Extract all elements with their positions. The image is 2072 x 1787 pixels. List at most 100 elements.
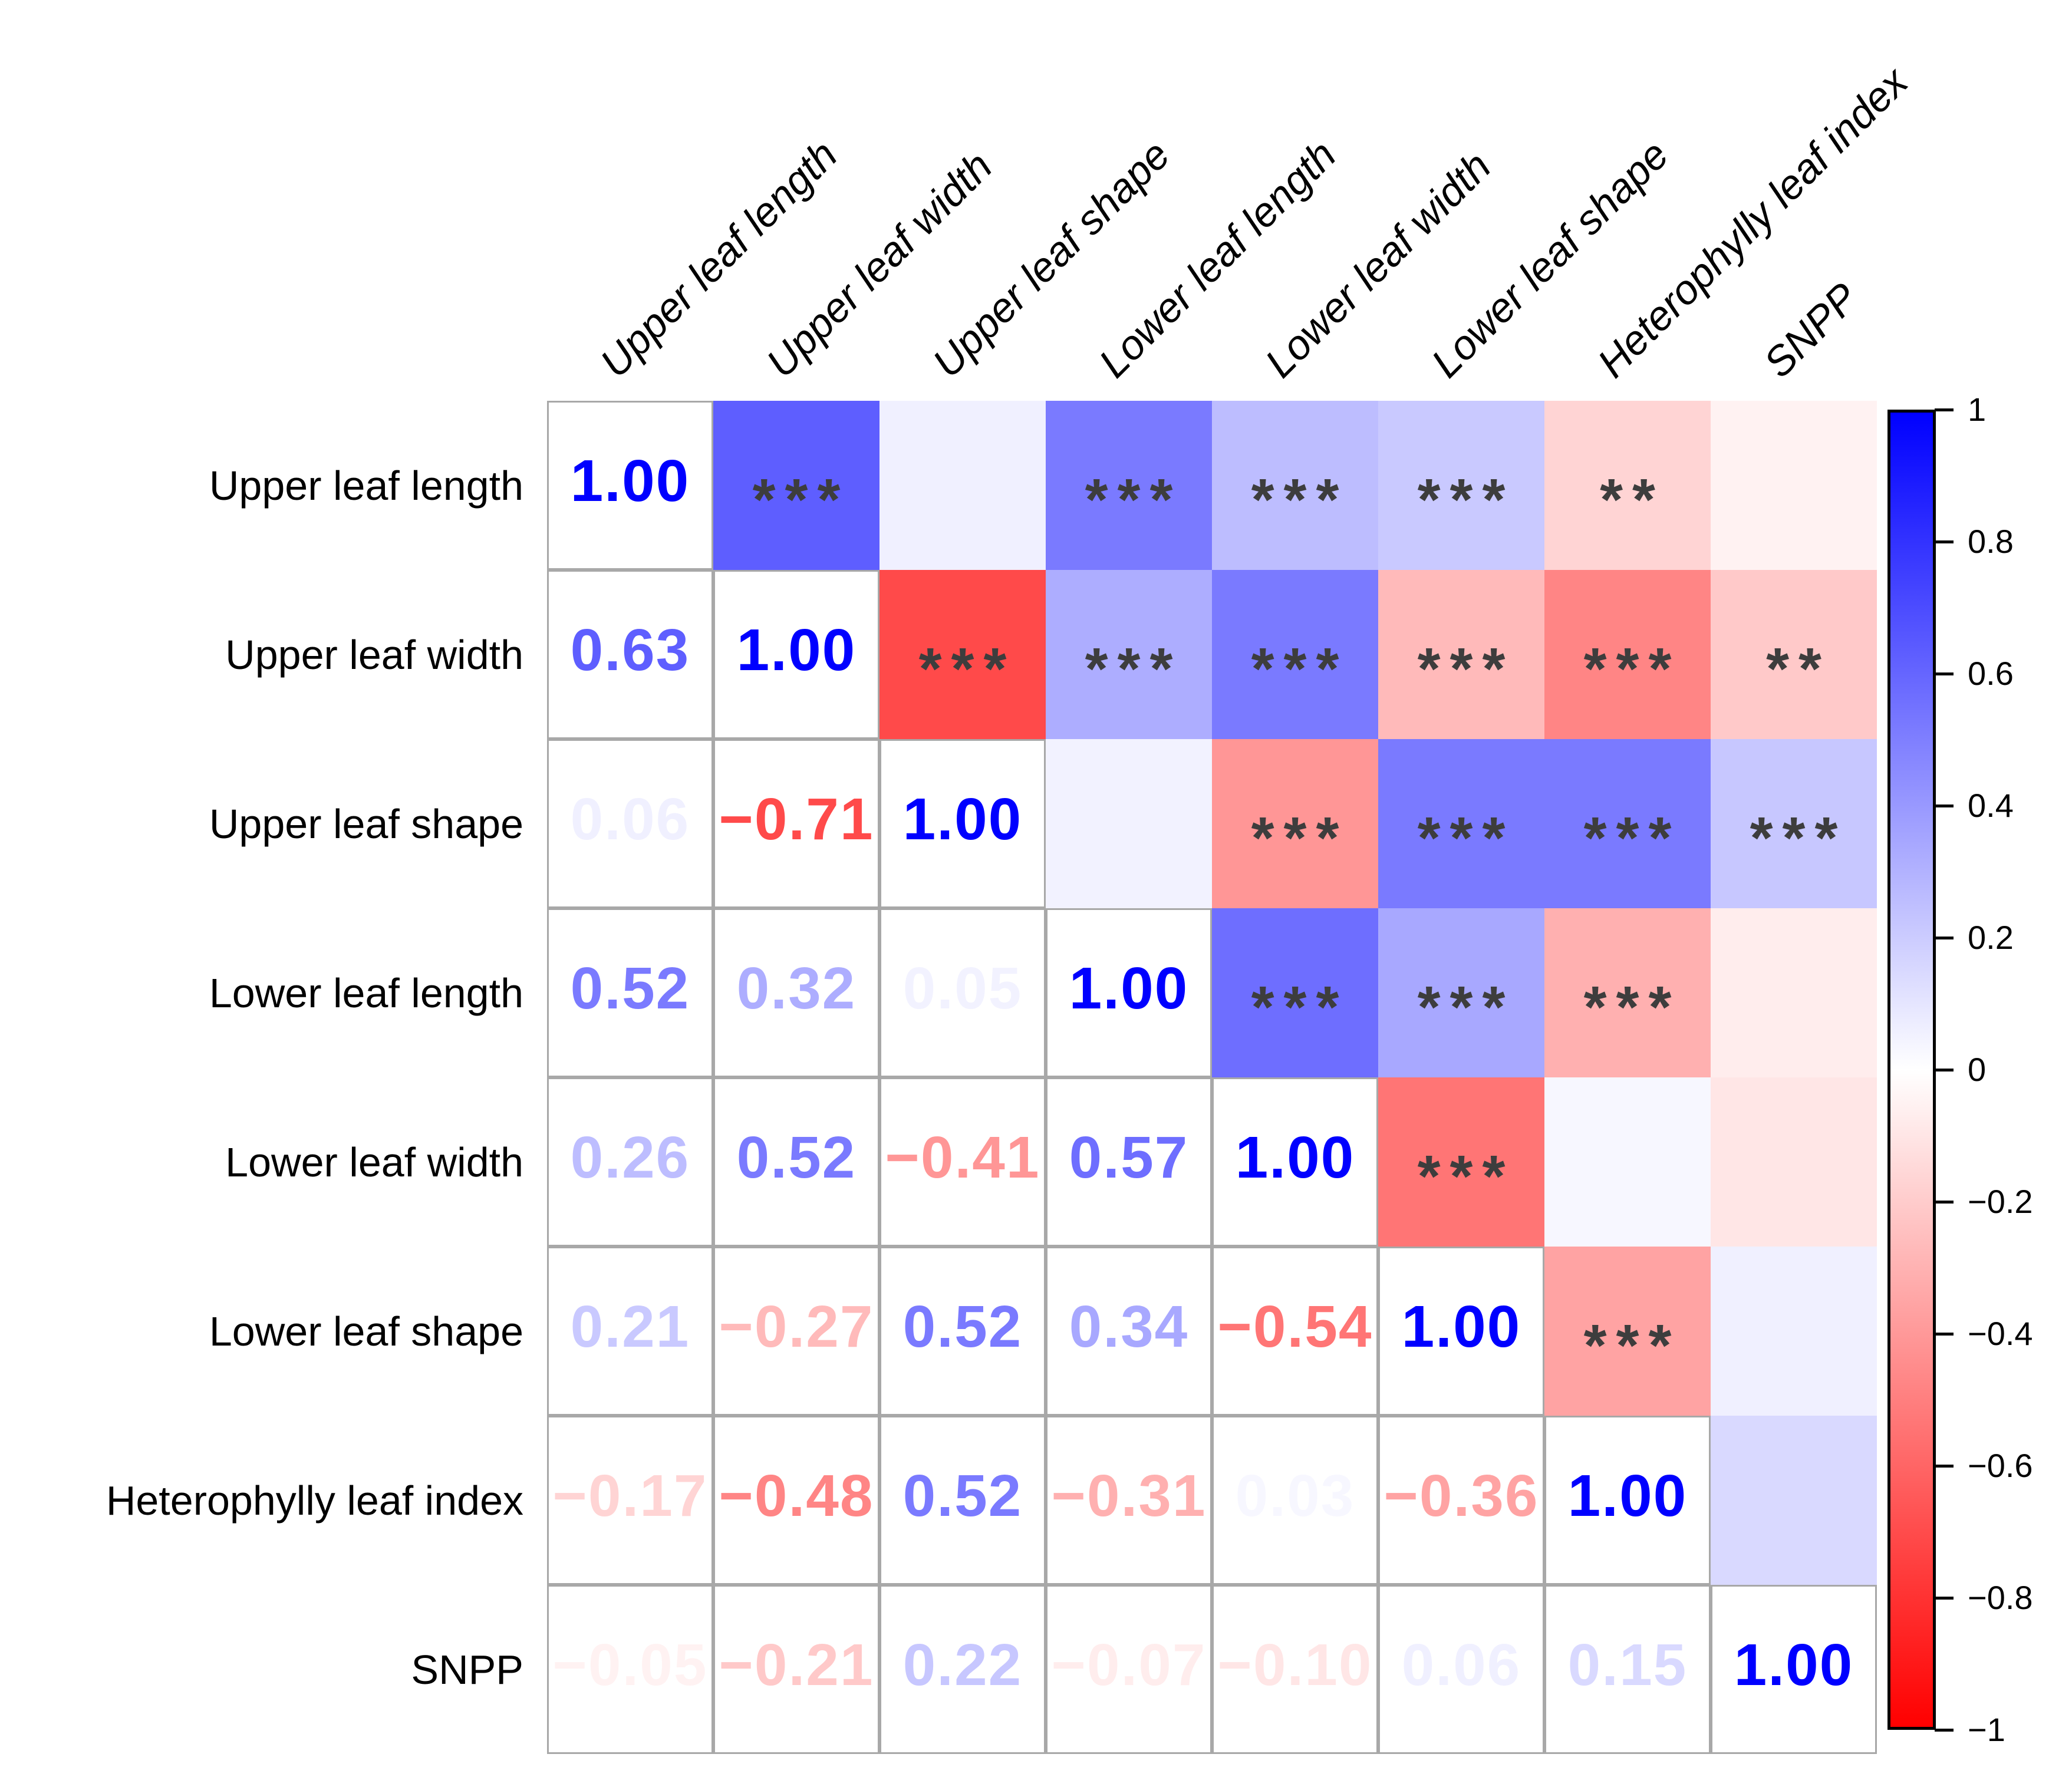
correlation-value: 0.32	[736, 955, 857, 1021]
matrix-cell-r6c7: ***	[1544, 1247, 1711, 1416]
colorbar-tick	[1935, 1333, 1954, 1336]
correlation-value: −0.07	[1051, 1631, 1207, 1698]
colorbar-tick-label: 0.4	[1968, 787, 2014, 824]
significance-stars: ***	[1417, 1143, 1515, 1209]
correlation-value: 0.52	[902, 1293, 1023, 1360]
matrix-cell-r5c7	[1544, 1077, 1711, 1247]
row-label-snpp: SNPP	[411, 1646, 523, 1693]
row-label-heterophylly-leaf-index: Heterophylly leaf index	[106, 1477, 523, 1524]
colorbar-gradient	[1887, 410, 1936, 1730]
matrix-cell-r6c6: 1.00	[1378, 1247, 1544, 1416]
matrix-cell-r7c6: −0.36	[1378, 1416, 1544, 1585]
significance-stars: ***	[1750, 805, 1847, 871]
significance-stars: ***	[1251, 974, 1349, 1040]
correlation-value: 0.21	[570, 1293, 690, 1360]
matrix-cell-r4c8	[1711, 908, 1877, 1077]
significance-stars: ***	[752, 466, 850, 533]
matrix-cell-r4c4: 1.00	[1046, 908, 1212, 1077]
correlation-value: −0.36	[1383, 1462, 1539, 1529]
correlation-value: −0.54	[1217, 1293, 1373, 1360]
colorbar-tick-label: −0.8	[1968, 1579, 2033, 1616]
matrix-cell-r4c2: 0.32	[713, 908, 879, 1077]
matrix-cell-r4c5: ***	[1212, 908, 1378, 1077]
colorbar-tick-label: −0.6	[1968, 1447, 2033, 1484]
matrix-cell-r1c5: ***	[1212, 401, 1378, 570]
matrix-cell-r3c5: ***	[1212, 739, 1378, 908]
significance-stars: ***	[1085, 466, 1182, 533]
correlation-value: 0.05	[902, 955, 1023, 1021]
significance-stars: ***	[1583, 974, 1681, 1040]
matrix-cell-r8c3: 0.22	[879, 1585, 1046, 1754]
correlation-value: −0.31	[1051, 1462, 1207, 1529]
matrix-cell-r3c4	[1046, 739, 1212, 908]
correlation-value: −0.17	[552, 1462, 708, 1529]
matrix-cell-r8c6: 0.06	[1378, 1585, 1544, 1754]
matrix-cell-r7c2: −0.48	[713, 1416, 879, 1585]
matrix-cell-r2c3: ***	[879, 570, 1046, 739]
matrix-cell-r6c8	[1711, 1247, 1877, 1416]
matrix-cell-r5c8	[1711, 1077, 1877, 1247]
significance-stars: ***	[1417, 805, 1515, 871]
matrix-cell-r2c6: ***	[1378, 570, 1544, 739]
correlation-value: 0.06	[1401, 1631, 1521, 1698]
row-label-upper-leaf-length: Upper leaf length	[209, 462, 523, 509]
correlation-value: 0.52	[902, 1462, 1023, 1529]
correlation-value: −0.21	[719, 1631, 874, 1698]
row-label-upper-leaf-width: Upper leaf width	[225, 631, 523, 678]
correlation-value: 1.00	[1567, 1462, 1688, 1529]
colorbar-tick	[1935, 937, 1954, 939]
correlation-value: 0.57	[1069, 1124, 1189, 1191]
col-label-snpp: SNPP	[1755, 274, 1867, 387]
correlation-value: 0.52	[570, 955, 690, 1021]
colorbar-tick-label: 0.2	[1968, 919, 2014, 956]
colorbar-tick-label: 0.8	[1968, 523, 2014, 560]
significance-stars: ***	[918, 635, 1016, 702]
colorbar-tick-label: −1	[1968, 1711, 2005, 1748]
matrix-cell-r1c8	[1711, 401, 1877, 570]
correlation-value: 1.00	[1401, 1293, 1521, 1360]
significance-stars: **	[1600, 466, 1665, 533]
colorbar-tick	[1935, 1069, 1954, 1071]
correlation-value: 0.34	[1069, 1293, 1189, 1360]
significance-stars: ***	[1417, 974, 1515, 1040]
matrix-cell-r5c6: ***	[1378, 1077, 1544, 1247]
matrix-cell-r8c2: −0.21	[713, 1585, 879, 1754]
colorbar-tick	[1935, 540, 1954, 543]
significance-stars: ***	[1583, 1312, 1681, 1379]
significance-stars: ***	[1085, 635, 1182, 702]
correlation-value: 1.00	[1734, 1631, 1854, 1698]
matrix-cell-r6c1: 0.21	[547, 1247, 713, 1416]
correlation-value: −0.05	[552, 1631, 708, 1698]
significance-stars: ***	[1583, 805, 1681, 871]
significance-stars: ***	[1417, 635, 1515, 702]
correlation-value: 0.26	[570, 1124, 690, 1191]
colorbar-tick	[1935, 805, 1954, 807]
correlation-value: −0.41	[885, 1124, 1040, 1191]
correlation-value: 0.03	[1235, 1462, 1355, 1529]
matrix-cell-r2c8: **	[1711, 570, 1877, 739]
significance-stars: ***	[1251, 805, 1349, 871]
matrix-cell-r7c3: 0.52	[879, 1416, 1046, 1585]
colorbar-tick	[1935, 672, 1954, 675]
matrix-cell-r4c7: ***	[1544, 908, 1711, 1077]
matrix-cell-r4c6: ***	[1378, 908, 1544, 1077]
correlation-value: −0.48	[719, 1462, 874, 1529]
correlation-value: 0.15	[1567, 1631, 1688, 1698]
significance-stars: ***	[1251, 635, 1349, 702]
correlation-value: 1.00	[1235, 1124, 1355, 1191]
matrix-cell-r5c4: 0.57	[1046, 1077, 1212, 1247]
colorbar-tick-label: 0.6	[1968, 655, 2014, 692]
matrix-cell-r2c4: ***	[1046, 570, 1212, 739]
matrix-cell-r3c7: ***	[1544, 739, 1711, 908]
row-label-lower-leaf-shape: Lower leaf shape	[209, 1308, 523, 1354]
matrix-cell-r6c4: 0.34	[1046, 1247, 1212, 1416]
matrix-cell-r2c2: 1.00	[713, 570, 879, 739]
colorbar-tick	[1935, 1201, 1954, 1204]
colorbar-tick-label: −0.4	[1968, 1315, 2033, 1352]
correlation-value: 0.06	[570, 786, 690, 852]
matrix-cell-r8c4: −0.07	[1046, 1585, 1212, 1754]
matrix-cell-r3c6: ***	[1378, 739, 1544, 908]
matrix-cell-r8c8: 1.00	[1711, 1585, 1877, 1754]
colorbar-tick-label: −0.2	[1968, 1183, 2033, 1220]
